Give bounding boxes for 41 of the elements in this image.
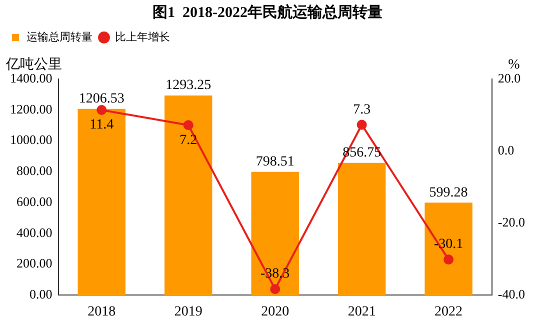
y-axis-title: 亿吨公里 [5, 56, 62, 73]
data-label: 798.51 [256, 154, 294, 170]
y2-tick-label: -40.0 [498, 286, 526, 302]
y-tick-label: 1400.00 [10, 70, 52, 86]
y-tick-label: 800.00 [16, 163, 52, 178]
y-tick-label: 1200.00 [10, 101, 52, 116]
bar [164, 95, 212, 296]
y-tick-label: 1000.00 [10, 132, 52, 148]
data-label: -30.1 [434, 237, 464, 252]
data-label: 7.2 [180, 132, 198, 148]
y2-axis-title: % [508, 58, 520, 73]
y-tick-label: 400.00 [16, 224, 52, 240]
bar [251, 172, 299, 296]
bar [78, 108, 126, 296]
data-label: 599.28 [429, 185, 468, 200]
data-label: 1206.53 [78, 92, 124, 107]
y2-tick-label: 20.0 [498, 70, 521, 86]
x-tick-label: 2022 [434, 304, 463, 320]
x-tick-label: 2019 [174, 304, 202, 320]
point [183, 120, 194, 130]
data-label: 1293.25 [166, 78, 212, 94]
data-label: -38.3 [260, 266, 290, 282]
legend-label: 比上年增长 [115, 30, 170, 44]
point [270, 284, 280, 294]
bar [338, 162, 386, 296]
y-tick-label: 600.00 [16, 194, 52, 209]
y-tick-label: 0.00 [30, 286, 52, 302]
data-label: 11.4 [90, 118, 114, 133]
legend-label: 运输总周转量 [26, 30, 92, 44]
point [444, 254, 454, 265]
y2-tick-label: 0.0 [498, 142, 514, 158]
point [356, 120, 367, 130]
bar [424, 202, 472, 296]
x-tick-label: 2018 [88, 304, 116, 320]
x-tick-label: 2021 [348, 304, 376, 320]
x-tick-label: 2020 [261, 304, 290, 320]
chart-title: 图1 2018-2022年民航运输总周转量 [152, 2, 382, 21]
data-label: 7.3 [353, 102, 371, 118]
y2-tick-label: -20.0 [498, 214, 526, 230]
y-tick-label: 200.00 [16, 256, 52, 271]
point [96, 104, 107, 115]
